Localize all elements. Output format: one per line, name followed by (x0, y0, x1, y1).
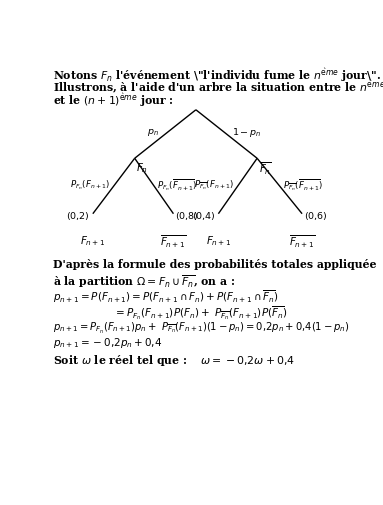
Text: $\overline{F_{n+1}}$: $\overline{F_{n+1}}$ (289, 233, 315, 250)
Text: $P_{\overline{F_n}}(F_{n+1})$: $P_{\overline{F_n}}(F_{n+1})$ (194, 178, 234, 192)
Text: $F_n$: $F_n$ (136, 161, 148, 174)
Text: $P_{F_n}(F_{n+1})$: $P_{F_n}(F_{n+1})$ (70, 178, 110, 192)
Text: $\overline{F_n}$: $\overline{F_n}$ (259, 161, 272, 177)
Text: $p_{n+1} = -0{,}2p_n + 0{,}4$: $p_{n+1} = -0{,}2p_n + 0{,}4$ (52, 336, 162, 349)
Text: $(0{,}2)$: $(0{,}2)$ (66, 210, 90, 222)
Text: Soit $\omega$ le réel tel que : $\quad \omega = -0{,}2\omega + 0{,}4$: Soit $\omega$ le réel tel que : $\quad \… (52, 352, 295, 368)
Text: $(0{,}4)$: $(0{,}4)$ (192, 210, 215, 222)
Text: et le $(n + 1)^{\grave{\rm e}me}$ jour :: et le $(n + 1)^{\grave{\rm e}me}$ jour : (52, 91, 173, 110)
Text: $\quad\quad\quad\quad\quad\quad = P_{F_n}(F_{n+1})P(F_n) +\ P_{\overline{F_n}}(F: $\quad\quad\quad\quad\quad\quad = P_{F_n… (52, 304, 287, 321)
Text: $(0{,}6)$: $(0{,}6)$ (304, 210, 327, 222)
Text: $\overline{F_{n+1}}$: $\overline{F_{n+1}}$ (160, 233, 187, 250)
Text: D'après la formule des probabilités totales appliquée: D'après la formule des probabilités tota… (52, 259, 376, 270)
Text: à la partition $\Omega = F_n \cup \overline{F_n}$, on a :: à la partition $\Omega = F_n \cup \overl… (52, 273, 235, 289)
Text: $p_{n+1} = P_{F_n}(F_{n+1})p_n +\ P_{\overline{F_n}}(F_{n+1})(1-p_n) = 0{,}2p_n : $p_{n+1} = P_{F_n}(F_{n+1})p_n +\ P_{\ov… (52, 320, 349, 335)
Text: $F_{n+1}$: $F_{n+1}$ (80, 233, 106, 247)
Text: $P_{F_n}(\overline{F_{n+1}})$: $P_{F_n}(\overline{F_{n+1}})$ (157, 177, 197, 193)
Text: $p_n$: $p_n$ (147, 127, 159, 137)
Text: Notons $F_n$ l'événement \"l'individu fume le $n^{\grave{\rm e}me}$ jour\".: Notons $F_n$ l'événement \"l'individu fu… (52, 67, 380, 85)
Text: $1-p_n$: $1-p_n$ (232, 126, 262, 138)
Text: $F_{n+1}$: $F_{n+1}$ (206, 233, 231, 247)
Text: $P_{\overline{F_n}}(\overline{F_{n+1}})$: $P_{\overline{F_n}}(\overline{F_{n+1}})$ (283, 177, 323, 193)
Text: $p_{n+1} = P(F_{n+1}) = P(F_{n+1} \cap F_n) + P(F_{n+1} \cap \overline{F_n})$: $p_{n+1} = P(F_{n+1}) = P(F_{n+1} \cap F… (52, 288, 278, 305)
Text: Illustrons, à l'aide d'un arbre la situation entre le $n^{\grave{\rm e}me}$ jour: Illustrons, à l'aide d'un arbre la situa… (52, 79, 383, 97)
Text: $(0{,}8)$: $(0{,}8)$ (175, 210, 199, 222)
